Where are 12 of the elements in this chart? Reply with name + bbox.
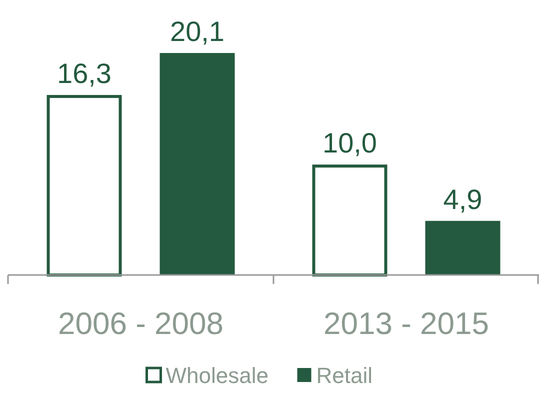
data-label: 16,3 [57,58,112,89]
legend-label: Wholesale [166,363,268,388]
data-label: 20,1 [170,16,224,47]
bar [46,94,122,276]
bar [160,53,235,275]
bar [425,220,500,275]
x-tick-label: 2006 - 2008 [58,306,224,341]
bar [312,164,388,276]
legend-label: Retail [316,363,372,388]
data-label: 10,0 [322,128,377,159]
x-tick-label: 2013 - 2015 [324,306,489,341]
data-label: 4,9 [443,184,482,215]
